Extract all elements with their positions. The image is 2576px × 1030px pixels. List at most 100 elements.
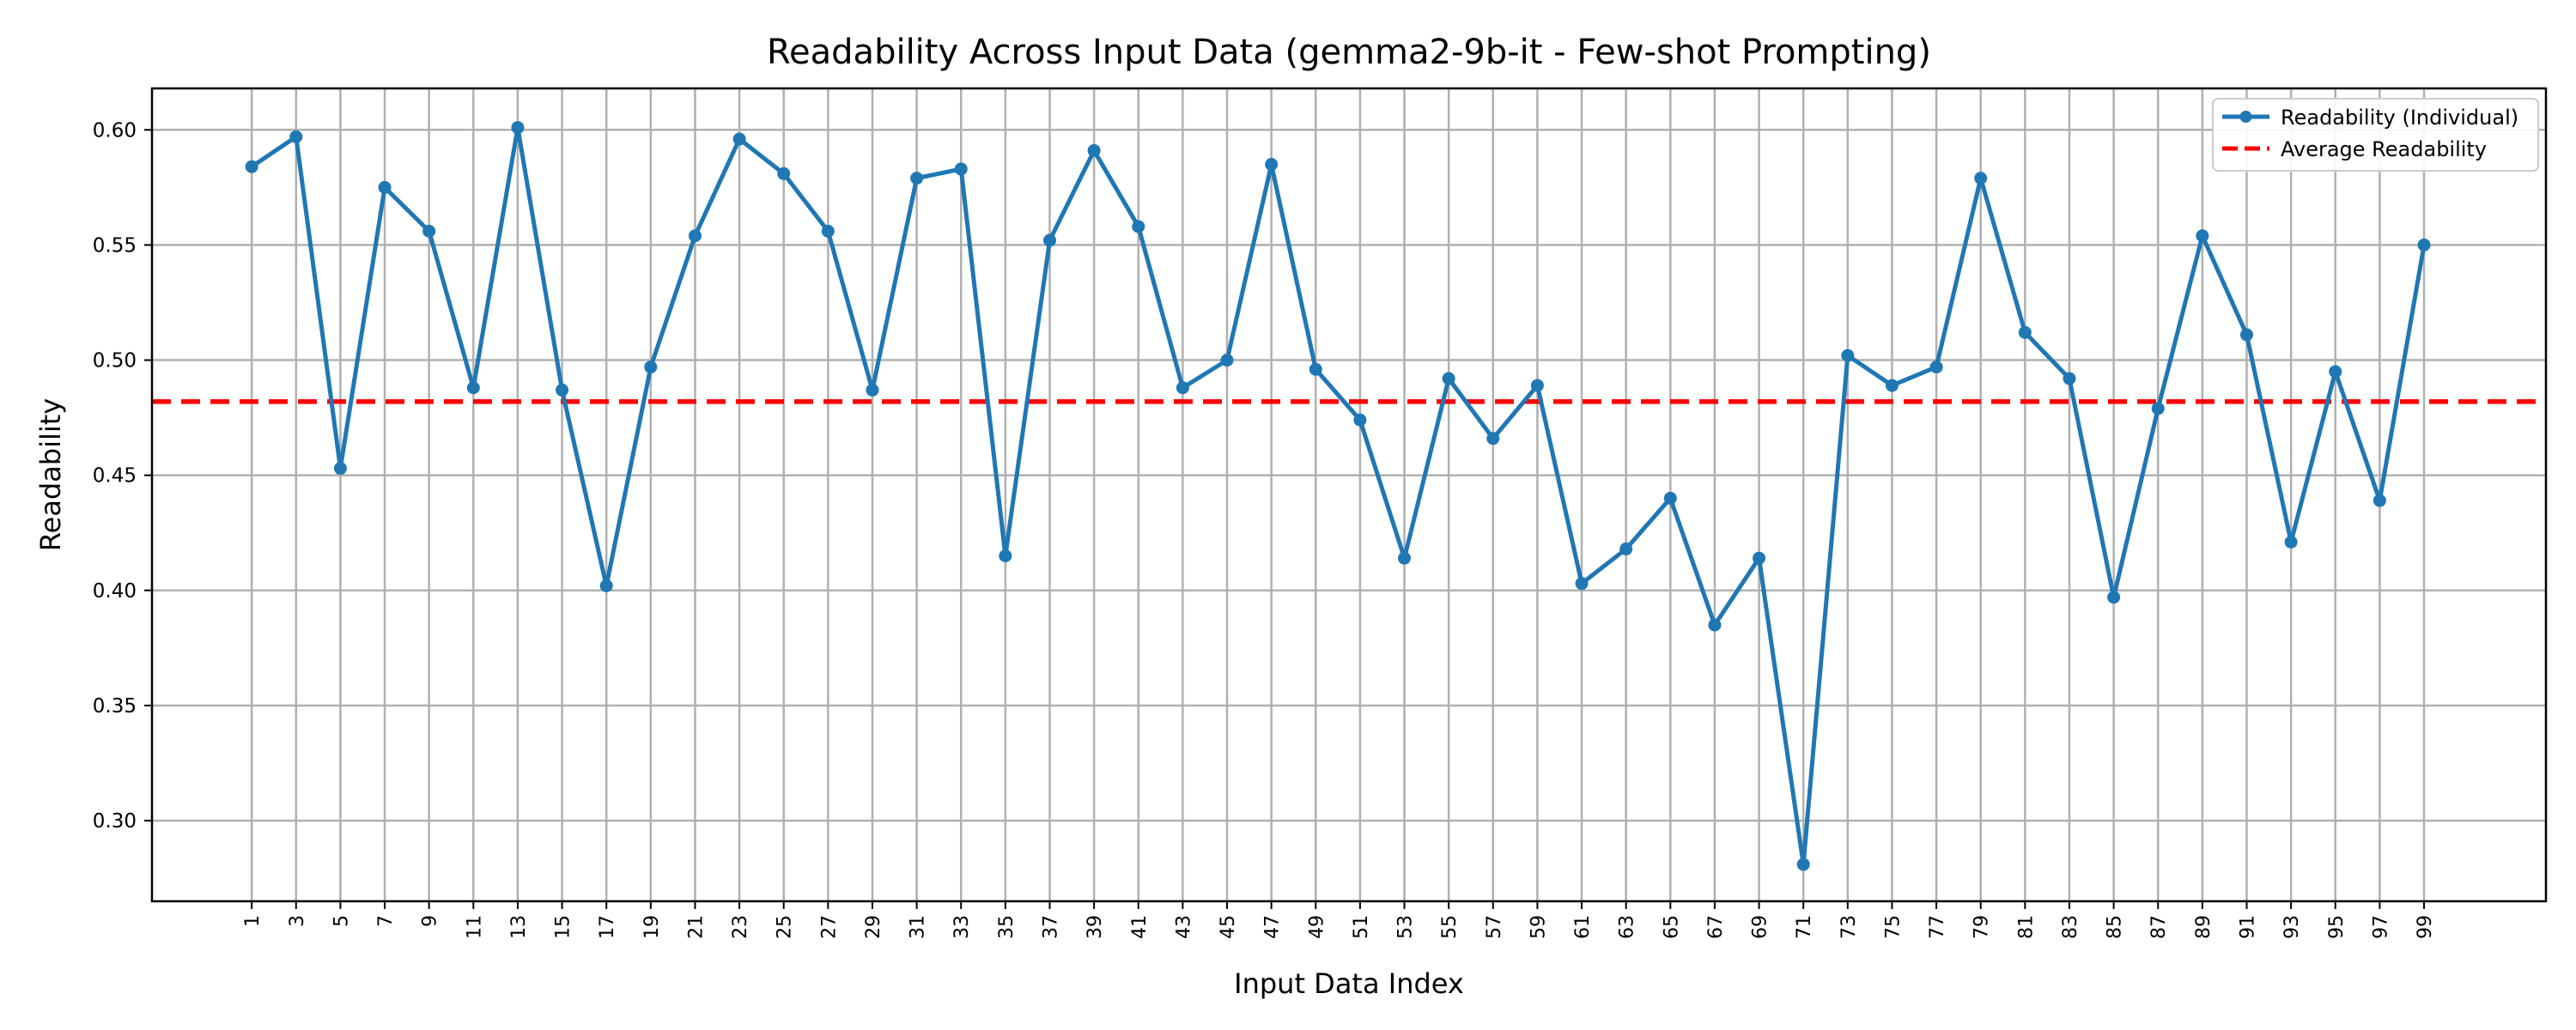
y-tick-label: 0.40 (93, 580, 137, 603)
x-tick-label: 69 (1750, 915, 1771, 939)
x-tick-label: 25 (775, 915, 796, 939)
data-point (1353, 413, 1367, 427)
x-tick-label: 43 (1173, 915, 1194, 939)
data-point (245, 160, 258, 173)
x-tick-label: 1 (242, 915, 264, 927)
data-point (1663, 492, 1677, 506)
data-point (910, 172, 924, 185)
x-tick-label: 33 (951, 915, 973, 939)
data-point (511, 121, 525, 135)
x-tick-label: 27 (818, 915, 840, 939)
readability-individual-line (250, 125, 2427, 867)
x-tick-label: 55 (1439, 915, 1461, 939)
data-point (1841, 348, 1855, 362)
x-tick-label: 47 (1262, 915, 1284, 939)
data-point (1753, 551, 1766, 565)
y-axis: 0.30 0.35 0.40 0.45 0.50 0.55 0.60 (93, 119, 152, 833)
y-tick-label: 0.50 (93, 350, 137, 373)
data-point (1575, 577, 1589, 591)
x-tick-label: 35 (996, 915, 1018, 939)
x-tick-label: 17 (597, 915, 618, 939)
x-tick-label: 65 (1661, 915, 1682, 939)
x-tick-label: 37 (1041, 915, 1062, 939)
data-point (777, 167, 791, 180)
data-point (599, 579, 613, 592)
data-point (1885, 379, 1899, 392)
data-point (422, 224, 436, 238)
data-point (1087, 143, 1101, 157)
data-point (1708, 618, 1722, 632)
data-point (1043, 233, 1056, 247)
x-tick-label: 29 (863, 915, 884, 939)
x-tick-label: 31 (908, 915, 929, 939)
y-axis-label: Readability (34, 398, 67, 551)
x-tick-label: 99 (2415, 915, 2436, 939)
y-tick-label: 0.35 (93, 695, 137, 718)
x-tick-label: 89 (2193, 915, 2215, 939)
x-axis: 1 3 5 7 9 11 13 15 17 19 21 23 25 27 29 31 33 35 37 39 41 43 4… (242, 901, 2436, 939)
x-tick-label: 83 (2060, 915, 2081, 939)
grid (152, 88, 2546, 901)
chart-title: Readability Across Input Data (gemma2-9b… (767, 33, 1931, 72)
data-point (2018, 325, 2032, 339)
x-tick-label: 3 (287, 915, 308, 927)
data-point (289, 130, 303, 143)
data-point (1796, 857, 1810, 871)
x-tick-label: 71 (1794, 915, 1815, 939)
data-point (2063, 372, 2076, 385)
data-point (1929, 360, 1943, 374)
x-tick-label: 9 (420, 915, 441, 927)
data-point (1974, 172, 1988, 185)
data-point (1486, 432, 1500, 445)
data-point (556, 383, 569, 397)
y-tick-label: 0.55 (93, 234, 137, 257)
x-tick-label: 23 (730, 915, 751, 939)
x-tick-label: 5 (331, 915, 352, 927)
data-point (333, 462, 347, 476)
x-tick-label: 51 (1351, 915, 1372, 939)
data-point (1176, 381, 1189, 395)
legend-label-average: Average Readability (2281, 137, 2487, 161)
x-tick-label: 45 (1218, 915, 1239, 939)
x-tick-label: 7 (375, 915, 397, 927)
data-point (2240, 328, 2253, 342)
x-tick-label: 61 (1572, 915, 1594, 939)
y-tick-label: 0.45 (93, 465, 137, 488)
data-point (2417, 238, 2431, 251)
legend-box (2212, 98, 2539, 172)
data-point (732, 132, 746, 146)
x-axis-label: Input Data Index (1234, 967, 1464, 1000)
x-tick-label: 21 (685, 915, 707, 939)
data-point (644, 360, 658, 374)
x-tick-label: 13 (508, 915, 530, 939)
x-tick-label: 41 (1129, 915, 1151, 939)
x-tick-label: 95 (2326, 915, 2348, 939)
x-tick-label: 39 (1084, 915, 1106, 939)
data-point (2107, 591, 2121, 604)
data-point (1309, 362, 1322, 376)
data-point (1442, 372, 1455, 385)
data-point (1220, 354, 1234, 367)
x-tick-label: 19 (641, 915, 663, 939)
data-point (2372, 494, 2386, 507)
data-point (1530, 379, 1544, 392)
data-point (2151, 402, 2165, 415)
x-tick-label: 77 (1927, 915, 1948, 939)
x-tick-label: 79 (1971, 915, 1993, 939)
data-point (1398, 551, 1412, 565)
x-tick-label: 49 (1306, 915, 1327, 939)
data-point (999, 549, 1012, 563)
data-point (821, 224, 835, 238)
x-tick-label: 97 (2370, 915, 2391, 939)
x-tick-label: 75 (1882, 915, 1904, 939)
data-point (2284, 535, 2298, 548)
series-layer (245, 121, 2431, 871)
y-tick-label: 0.30 (93, 810, 137, 833)
data-point (954, 162, 968, 176)
data-point (466, 381, 480, 395)
x-tick-label: 87 (2148, 915, 2170, 939)
x-tick-label: 63 (1617, 915, 1638, 939)
data-point (2196, 229, 2209, 243)
y-tick-label: 0.60 (93, 119, 137, 142)
